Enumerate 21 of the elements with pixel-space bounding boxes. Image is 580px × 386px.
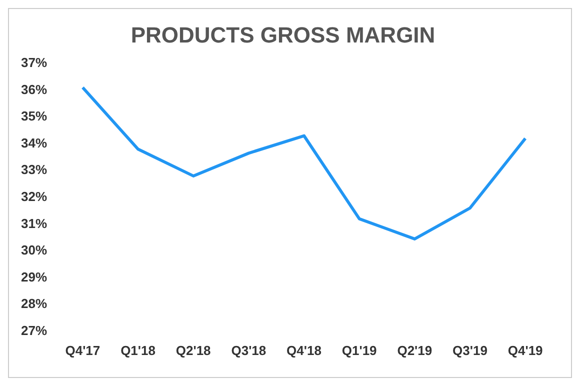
y-tick-label: 37% [20,54,48,70]
x-tick-label: Q1'19 [342,342,377,358]
y-tick-label: 33% [20,162,48,178]
y-tick-label: 29% [20,269,48,284]
x-tick-label: Q4'18 [286,342,322,358]
y-tick-label: 32% [20,188,48,204]
y-tick-label: 28% [20,296,48,312]
x-tick-label: Q4'19 [508,342,543,358]
x-tick-label: Q3'19 [452,342,488,358]
y-tick-label: 30% [20,242,48,258]
x-tick-label: Q2'18 [176,342,211,358]
x-tick-label: Q3'18 [231,342,266,358]
y-tick-label: 34% [20,135,48,150]
x-tick-label: Q4'17 [65,342,100,358]
y-tick-label: 35% [20,108,48,124]
x-tick-label: Q2'19 [397,342,432,358]
y-tick-label: 27% [20,322,48,338]
y-tick-label: 36% [20,82,48,97]
chart-title: PRODUCTS GROSS MARGIN [130,22,436,48]
y-tick-label: 31% [20,216,48,231]
x-tick-label: Q1'18 [120,342,156,358]
